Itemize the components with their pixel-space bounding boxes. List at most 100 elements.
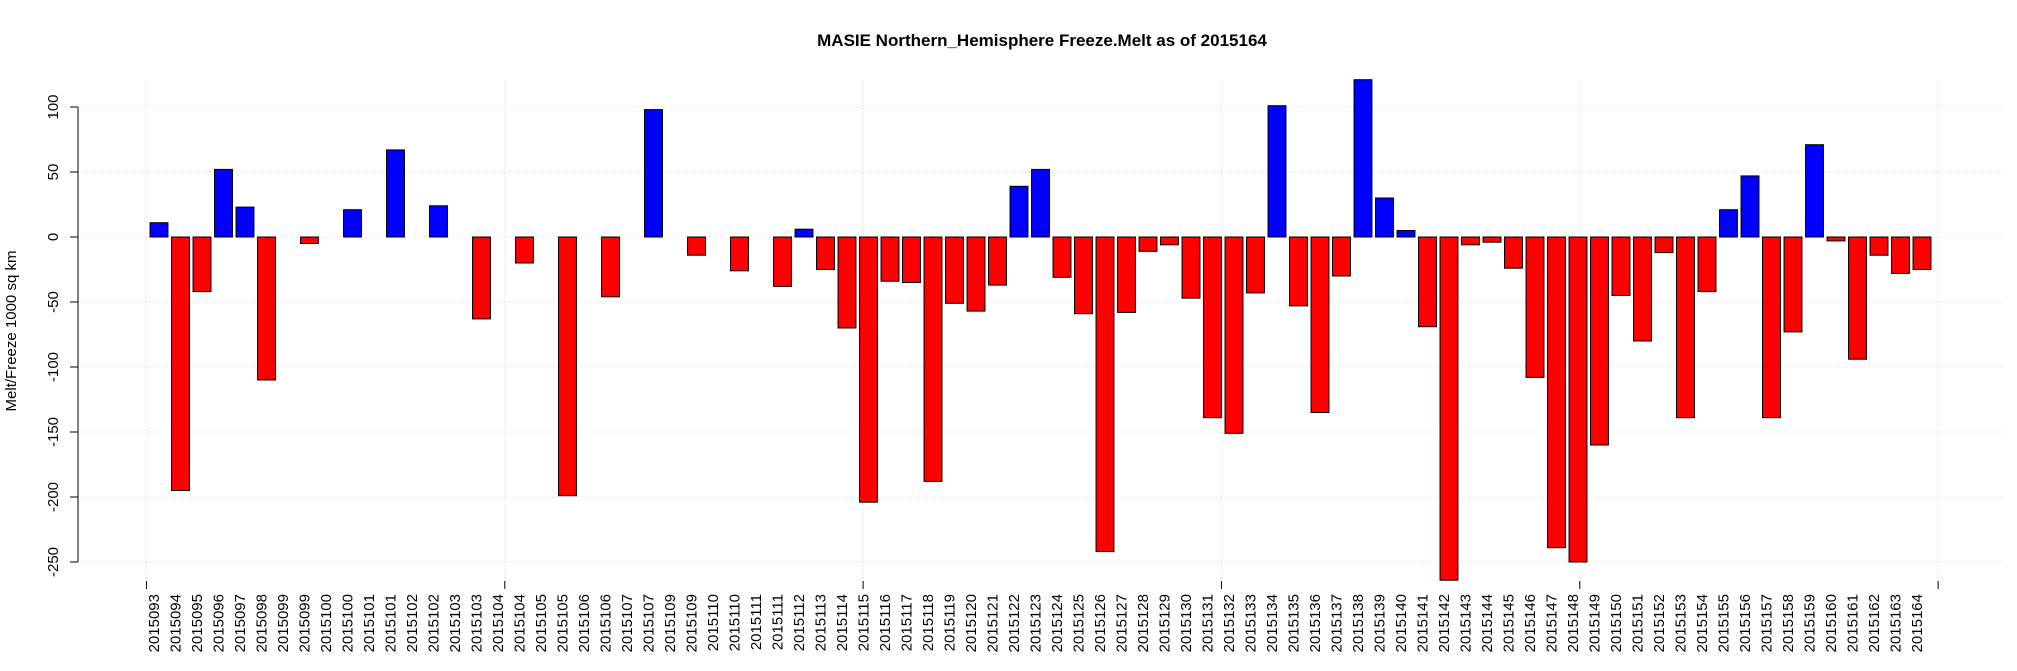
x-tick-label: 2015146 — [1522, 594, 1539, 652]
x-tick-label: 2015153 — [1673, 594, 1690, 652]
x-tick-label: 2015102 — [404, 594, 421, 652]
x-tick-label: 2015154 — [1694, 594, 1711, 652]
bar — [773, 236, 792, 287]
bar — [149, 222, 169, 238]
bar — [1525, 236, 1545, 378]
x-tick-label: 2015158 — [1780, 594, 1797, 652]
x-tick-label: 2015161 — [1845, 594, 1862, 652]
bar — [235, 206, 255, 238]
x-tick-label: 2015102 — [426, 594, 443, 652]
bar — [601, 236, 620, 298]
x-tick-label: 2015100 — [340, 594, 357, 652]
bar — [1138, 236, 1158, 252]
y-tick-label: 50 — [45, 164, 62, 181]
bar — [1160, 236, 1179, 246]
x-tick-label: 2015105 — [555, 594, 572, 652]
x-tick-label: 2015129 — [1157, 594, 1174, 652]
x-tick-label: 2015147 — [1544, 594, 1561, 652]
bar — [880, 236, 900, 282]
bar — [1869, 236, 1889, 256]
bar — [687, 236, 706, 256]
x-tick-label: 2015099 — [275, 594, 292, 652]
x-tick-label: 2015107 — [619, 594, 636, 652]
x-tick-label: 2015105 — [533, 594, 550, 652]
bar — [837, 236, 857, 329]
x-tick-label: 2015143 — [1458, 594, 1475, 652]
x-tick-label: 2015145 — [1501, 594, 1518, 652]
y-tick-label: -50 — [45, 291, 62, 313]
x-tick-label: 2015122 — [1006, 594, 1023, 652]
bar — [1891, 236, 1910, 274]
x-tick-label: 2015109 — [662, 594, 679, 652]
x-tick-label: 2015104 — [490, 594, 507, 652]
x-tick-label: 2015123 — [1028, 594, 1045, 652]
x-tick-label: 2015096 — [211, 594, 228, 652]
x-tick-label: 2015136 — [1307, 594, 1324, 652]
bar — [1590, 236, 1609, 446]
x-tick-label: 2015141 — [1415, 594, 1432, 652]
x-tick-label: 2015094 — [168, 594, 185, 652]
bar — [1074, 236, 1093, 315]
bar — [1375, 197, 1394, 238]
x-tick-label: 2015093 — [146, 594, 163, 652]
bar — [1439, 236, 1459, 581]
bar — [1396, 230, 1416, 238]
x-tick-label: 2015135 — [1286, 594, 1303, 652]
x-tick-label: 2015157 — [1759, 594, 1776, 652]
bar — [1848, 236, 1867, 360]
bar — [472, 236, 491, 320]
y-tick-label: -250 — [45, 547, 62, 577]
x-tick-label: 2015101 — [383, 594, 400, 652]
x-tick-label: 2015139 — [1372, 594, 1389, 652]
x-tick-label: 2015144 — [1479, 594, 1496, 652]
x-tick-label: 2015111 — [770, 594, 787, 650]
x-tick-label: 2015097 — [232, 594, 249, 652]
bar — [945, 236, 964, 304]
x-tick-label: 2015121 — [985, 594, 1002, 652]
bar — [1826, 236, 1846, 242]
x-tick-label: 2015118 — [920, 594, 937, 651]
x-tick-label: 2015133 — [1243, 594, 1260, 652]
x-tick-label: 2015149 — [1587, 594, 1604, 652]
chart-title: MASIE Northern_Hemisphere Freeze.Melt as… — [817, 31, 1267, 50]
x-tick-label: 2015120 — [963, 594, 980, 652]
bar — [300, 236, 319, 244]
x-tick-label: 2015113 — [813, 594, 830, 651]
bar — [794, 228, 814, 238]
x-tick-label: 2015160 — [1823, 594, 1840, 652]
y-tick-label: -150 — [45, 417, 62, 447]
y-tick-label: -200 — [45, 482, 62, 512]
x-tick-label: 2015109 — [684, 594, 701, 652]
bar — [1654, 236, 1674, 254]
bar — [859, 236, 878, 503]
x-tick-label: 2015099 — [297, 594, 314, 652]
bar — [1461, 236, 1480, 246]
x-tick-label: 2015150 — [1608, 594, 1625, 652]
bar — [1224, 236, 1244, 434]
x-tick-label: 2015137 — [1329, 594, 1346, 652]
bar — [386, 149, 405, 238]
bar — [1009, 185, 1029, 238]
bar — [214, 168, 233, 238]
x-tick-label: 2015155 — [1716, 594, 1733, 652]
x-tick-label: 2015106 — [598, 594, 615, 652]
x-tick-label: 2015138 — [1350, 594, 1367, 652]
x-tick-label: 2015110 — [727, 594, 744, 651]
x-tick-label: 2015117 — [899, 594, 916, 651]
x-tick-label: 2015095 — [189, 594, 206, 652]
x-tick-label: 2015162 — [1866, 594, 1883, 652]
x-tick-label: 2015103 — [447, 594, 464, 652]
x-tick-label: 2015128 — [1135, 594, 1152, 652]
bar — [1740, 175, 1760, 238]
bar — [1246, 236, 1265, 294]
bar — [1181, 236, 1201, 299]
x-tick-label: 2015148 — [1565, 594, 1582, 652]
bar — [1568, 236, 1588, 563]
x-tick-label: 2015119 — [942, 594, 959, 651]
bar — [1697, 236, 1717, 293]
x-tick-label: 2015106 — [576, 594, 593, 652]
bar — [1547, 236, 1566, 549]
bar — [988, 236, 1007, 286]
x-tick-label: 2015163 — [1888, 594, 1905, 652]
